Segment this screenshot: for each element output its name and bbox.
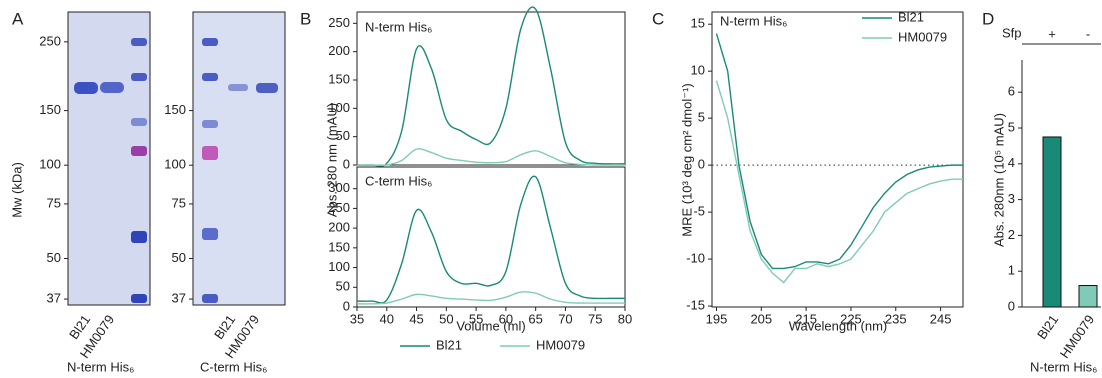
gel-band (202, 294, 218, 303)
gel-band (202, 120, 218, 128)
legend-label: HM0079 (536, 337, 585, 352)
bar (1043, 137, 1061, 307)
y-tick-label: 150 (39, 102, 61, 117)
gel-band (100, 82, 124, 93)
x-tick-label: 65 (528, 311, 542, 326)
y-tick-label: 75 (47, 195, 61, 210)
gel-caption: N-term His₆ (67, 359, 134, 374)
x-tick-label: HM0079 (1057, 312, 1097, 361)
x-tick-label: 205 (750, 311, 772, 326)
y-tick-label: 200 (328, 220, 350, 235)
plot-frame (712, 12, 963, 307)
legend-label: Bl21 (898, 9, 924, 24)
bar (1079, 286, 1097, 307)
gel-band (256, 83, 278, 93)
gel-band (74, 82, 98, 94)
y-tick-label: 300 (328, 180, 350, 195)
legend-label: Bl21 (436, 337, 462, 352)
x-tick-label: 45 (409, 311, 423, 326)
y-tick-label: 50 (336, 279, 350, 294)
y-tick-label: 250 (39, 33, 61, 48)
gel-caption: C-term His₆ (200, 359, 267, 374)
y-tick-label: -5 (693, 204, 705, 219)
y-tick-label: 100 (328, 259, 350, 274)
x-tick-label: Bl21 (1034, 312, 1061, 342)
y-tick-label: 150 (328, 239, 350, 254)
y-tick-label: 37 (47, 290, 61, 305)
chart-caption: N-term His₆ (1030, 359, 1097, 374)
x-tick-label: 75 (588, 311, 602, 326)
y-tick-label: 10 (691, 63, 705, 78)
x-axis-label: Wavelength (nm) (789, 318, 888, 333)
header-label: Sfp (1002, 25, 1022, 40)
y-tick-label: 3 (1008, 191, 1015, 206)
y-tick-label: 0 (698, 157, 705, 172)
x-tick-label: 50 (439, 311, 453, 326)
body: ABCD250150100755037Mw (kDa)Bl21HM0079N-t… (0, 0, 1102, 378)
x-tick-label: 35 (350, 311, 364, 326)
y-tick-label: 50 (47, 250, 61, 265)
y-tick-label: 100 (39, 157, 61, 172)
y-tick-label: -15 (686, 297, 705, 312)
y-tick-label: 75 (172, 195, 186, 210)
y-tick-label: 1 (1008, 263, 1015, 278)
y-tick-label: 6 (1008, 84, 1015, 99)
gel-band (131, 146, 147, 156)
gel-band (228, 84, 248, 91)
series-line (716, 34, 963, 269)
x-tick-label: 195 (706, 311, 728, 326)
x-tick-label: 40 (380, 311, 394, 326)
gel-band (131, 231, 147, 243)
y-tick-label: 4 (1008, 155, 1015, 170)
y-tick-label: 100 (164, 157, 186, 172)
y-tick-label: 150 (164, 102, 186, 117)
chart-title: N-term His₆ (365, 19, 432, 34)
y-tick-label: 50 (172, 250, 186, 265)
gel-background (68, 12, 150, 305)
gel-band (202, 73, 218, 81)
y-tick-label: 2 (1008, 227, 1015, 242)
x-tick-label: 245 (930, 311, 952, 326)
header-value: + (1048, 26, 1056, 41)
y-tick-label: 0 (1008, 298, 1015, 313)
x-axis-label: Volume (ml) (456, 318, 525, 333)
gel-band (202, 38, 218, 46)
x-tick-label: 70 (558, 311, 572, 326)
y-axis-label: Mw (kDa) (9, 162, 24, 218)
y-tick-label: 37 (172, 290, 186, 305)
panel-label: C (652, 9, 664, 28)
gel-band (202, 228, 218, 240)
gel-band (131, 38, 147, 46)
series-line (716, 81, 963, 283)
y-axis-label: Abs. 280nm (10⁵ mAU) (991, 113, 1006, 247)
y-tick-label: 5 (698, 110, 705, 125)
panel-label: A (12, 9, 24, 28)
y-tick-label: -10 (686, 251, 705, 266)
y-tick-label: 5 (1008, 119, 1015, 134)
header-value: - (1086, 26, 1090, 41)
figure: ABCD250150100755037Mw (kDa)Bl21HM0079N-t… (0, 0, 1102, 378)
x-tick-label: 80 (618, 311, 632, 326)
y-tick-label: 250 (328, 15, 350, 30)
chart-title: N-term His₆ (720, 13, 787, 28)
gel-band (131, 294, 147, 303)
x-tick-label: 235 (885, 311, 907, 326)
chart-title: C-term His₆ (365, 173, 432, 188)
page: Figure {"panel_labels": ["A", "B", "C", … (0, 0, 1102, 378)
legend-label: HM0079 (898, 29, 947, 44)
y-tick-label: 15 (691, 16, 705, 31)
panel-label: D (982, 9, 994, 28)
series-line (357, 176, 625, 303)
gel-band (202, 146, 218, 160)
panel-label: B (300, 9, 311, 28)
y-tick-label: 200 (328, 43, 350, 58)
gel-band (131, 73, 147, 81)
y-axis-label: MRE (10³ deg cm² dmol⁻¹) (679, 83, 694, 237)
y-tick-label: 250 (328, 200, 350, 215)
gel-band (131, 118, 147, 126)
y-tick-label: 150 (328, 71, 350, 86)
y-tick-label: 0 (343, 156, 350, 171)
